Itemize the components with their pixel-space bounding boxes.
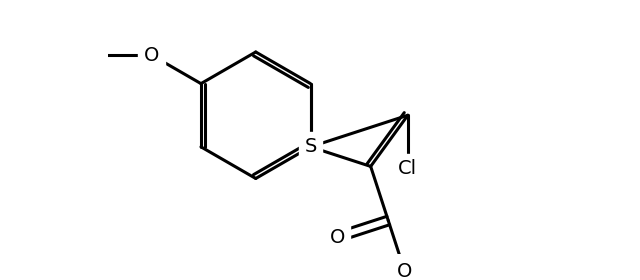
Text: O: O [144,46,159,65]
Text: Cl: Cl [398,160,417,178]
Text: S: S [305,137,317,156]
Text: O: O [397,262,413,280]
Text: O: O [330,228,345,247]
